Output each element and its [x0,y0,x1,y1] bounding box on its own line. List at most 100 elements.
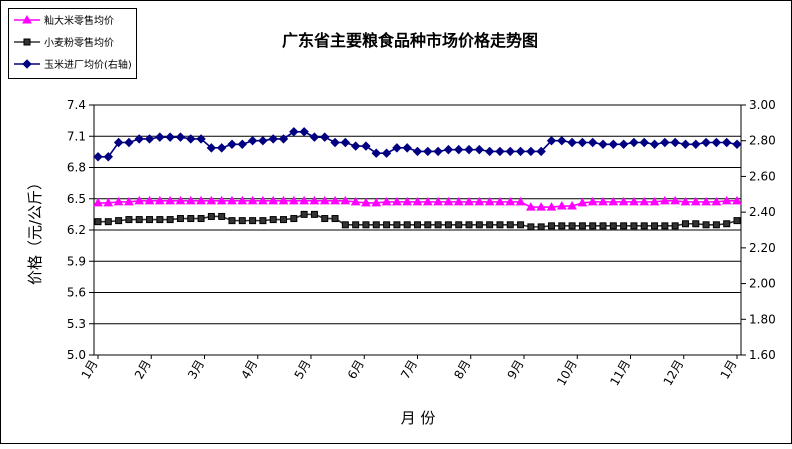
data-point [629,196,639,206]
x-axis-label: 月 份 [401,409,436,427]
data-point [206,195,217,205]
data-point [424,221,432,229]
data-point [289,127,299,137]
data-point [362,221,370,229]
data-point [527,223,535,231]
data-point [526,146,536,157]
data-point [309,195,320,205]
y-right-tick-label: 1.60 [749,348,776,362]
data-point [383,221,391,229]
data-point [196,134,206,144]
y-right-tick-label: 3.00 [749,98,776,112]
data-point [691,139,701,149]
data-point [237,139,247,149]
data-point [309,132,320,142]
data-point [692,220,700,228]
data-point [515,196,526,206]
data-point [412,146,423,157]
data-point [732,195,742,205]
data-point [546,202,557,211]
data-point [361,141,371,151]
data-point [393,221,401,229]
data-point [414,221,421,229]
data-point [639,196,650,206]
data-point [186,134,196,144]
series-0 [93,195,742,211]
data-point [381,148,392,158]
data-point [589,222,597,230]
data-point [495,196,505,206]
data-point [484,146,495,157]
data-point [680,196,691,206]
data-point [721,195,732,205]
y-left-tick-label: 6.8 [67,161,86,175]
data-point [455,221,463,229]
data-point [278,195,289,205]
data-point [340,195,351,205]
data-point [464,144,474,155]
data-point [134,195,145,205]
data-point [433,146,443,157]
data-point [165,132,175,142]
data-point [515,146,526,157]
data-point [330,137,340,148]
data-point [237,195,248,205]
data-point [618,196,629,206]
data-point [228,217,236,225]
data-point [124,137,134,148]
y-left-tick-label: 7.4 [67,98,86,112]
data-point [587,196,598,206]
data-point [299,195,309,205]
data-point [22,59,32,69]
data-point [651,222,659,230]
data-point [103,197,114,207]
data-point [464,196,474,206]
data-point [526,202,536,211]
data-point [721,137,732,148]
data-point [495,146,505,157]
data-point [608,196,619,206]
data-point [372,221,380,229]
data-point [484,196,495,206]
y-left-tick-label: 5.9 [67,254,86,268]
data-point [608,139,619,149]
y-left-tick-label: 5.6 [67,286,86,300]
data-point [154,195,165,205]
data-point [546,136,557,146]
data-point [402,143,412,153]
data-point [124,196,134,206]
data-point [134,134,144,144]
data-point [505,196,516,206]
data-point [577,197,588,207]
data-point [290,215,298,223]
data-point [187,215,195,223]
data-point [661,222,669,230]
data-point [598,196,608,206]
data-point [443,144,454,155]
data-point [723,220,731,228]
data-point [412,196,423,206]
data-point [227,195,237,205]
data-point [176,215,184,223]
data-point [206,143,217,153]
y-left-tick-label: 7.1 [67,129,86,143]
data-point [216,195,227,205]
data-point [475,221,483,229]
data-point [506,221,514,229]
data-point [629,137,639,148]
data-point [392,143,402,153]
data-point [670,137,680,148]
data-point [175,132,186,142]
data-point [207,212,215,220]
data-point [350,141,361,151]
data-point [403,221,411,229]
data-point [166,216,174,224]
data-point [640,222,648,230]
data-point [712,221,720,229]
series-2 [93,127,742,162]
data-point [465,221,473,229]
data-point [568,222,576,230]
data-point [268,134,278,144]
series-1 [94,210,741,231]
data-point [557,136,567,146]
